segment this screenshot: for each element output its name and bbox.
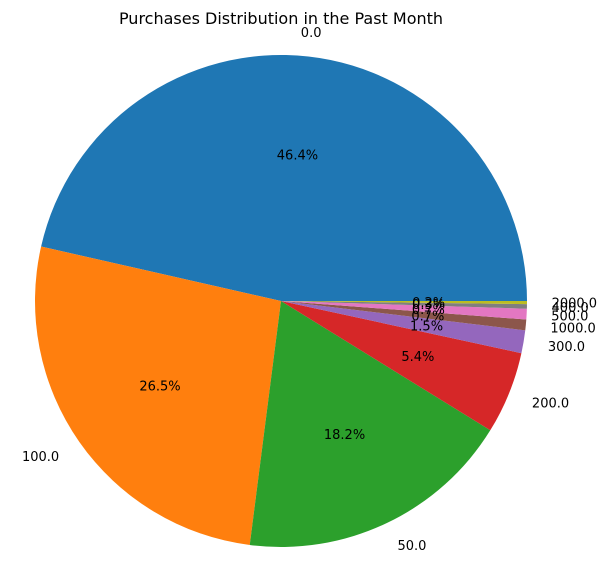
pie-slice-50-0 [249,301,491,547]
percent-label: 26.5% [139,380,180,395]
pie-slices [35,55,527,547]
percent-label: 0.7% [411,309,444,324]
category-labels: 0.0 100.0 50.0 200.0 300.0 1000.0500.0400.020… [22,26,597,554]
pie-slice-400-0 [281,301,527,309]
category-label: 50.0 [397,539,426,554]
percent-label: 0.7% [412,303,445,318]
percent-label: 5.4% [401,350,434,365]
percent-label: 18.2% [324,428,365,443]
category-label: 100.0 [22,450,59,465]
category-label: 400.0 [552,301,589,316]
percent-labels: 46.4% 26.5% 18.2% 5.4% 1.5%0.7%0.7%0.3%0.2% [139,148,445,443]
percent-label: 46.4% [277,148,318,163]
category-label: 0.0 [301,26,322,41]
pie-slice-1000-0 [281,301,527,331]
pie-slice-200-0 [281,301,522,431]
pie-slice-2000-0 [281,301,527,305]
category-label: 2000.0 [552,297,598,312]
pie-slice-0-0 [41,55,527,301]
pie-slice-100-0 [35,246,282,546]
category-label: 500.0 [551,309,588,324]
percent-label: 0.2% [412,296,445,311]
category-label: 1000.0 [550,321,596,336]
pie-slice-300-0 [281,301,526,354]
percent-label: 0.3% [412,298,445,313]
category-label: 200.0 [532,396,569,411]
pie-slice-500-0 [281,301,527,320]
chart-title: Purchases Distribution in the Past Month [119,9,443,28]
category-label: 300.0 [548,340,585,355]
percent-label: 1.5% [410,319,443,334]
